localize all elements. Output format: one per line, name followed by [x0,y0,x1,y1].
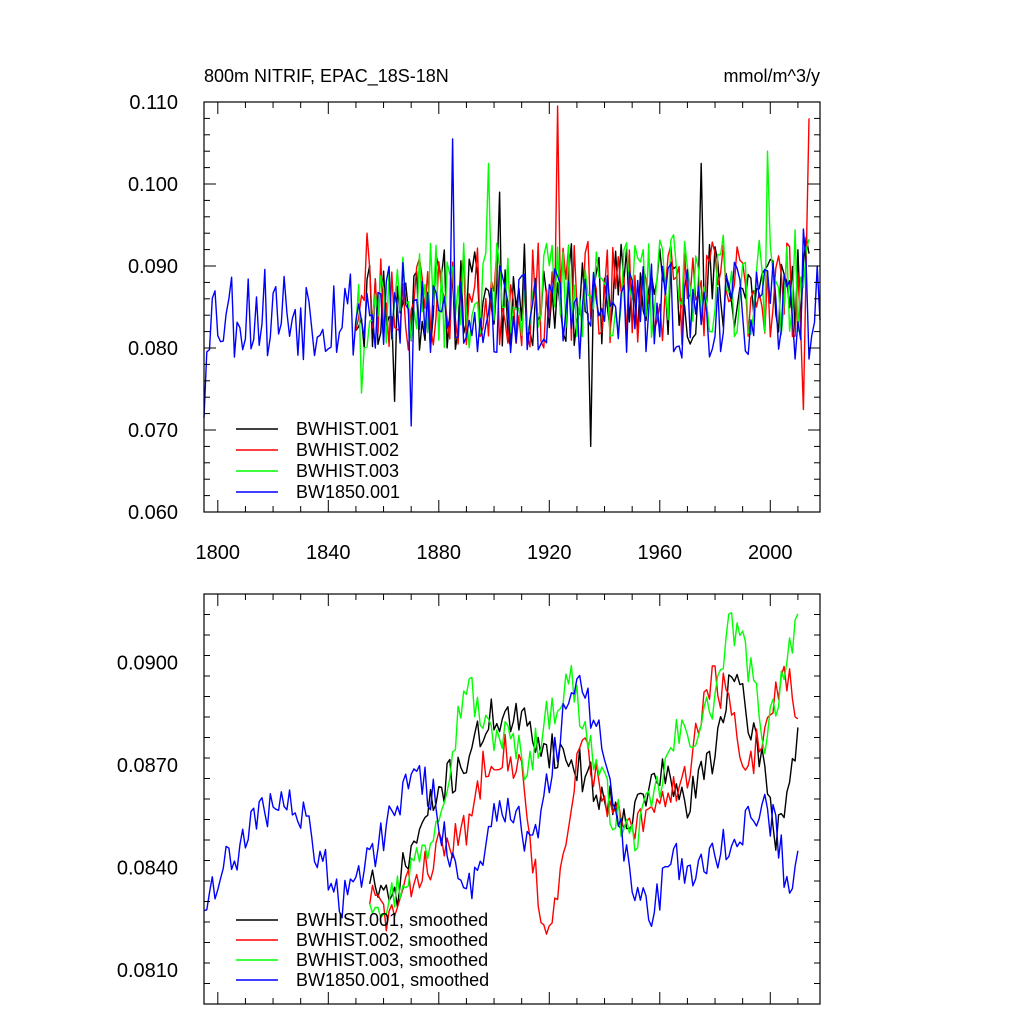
bottom-ytick-label: 0.0810 [117,960,178,982]
top-series-line-2 [355,105,810,411]
top-panel: 800m NITRIF, EPAC_18S-18N mmol/m^3/y 0.0… [128,66,821,564]
top-ytick-label: 0.110 [129,92,178,114]
top-xtick-label: 1800 [196,542,241,564]
top-xtick-label: 1920 [527,542,572,564]
top-ytick-label: 0.060 [128,502,178,524]
top-legend-label-3: BWHIST.003 [296,461,399,481]
top-series-lines [203,105,821,448]
top-chart-title: 800m NITRIF, EPAC_18S-18N [204,66,449,87]
bottom-ytick-label: 0.0870 [117,755,178,777]
top-legend-label-4: BW1850.001 [296,482,400,502]
top-series-line-4 [203,138,821,427]
bottom-ytick-label: 0.0840 [117,857,178,879]
bottom-series-line-4 [203,674,799,927]
top-xtick-label: 1840 [306,542,351,564]
bottom-ytick-label: 0.0900 [117,652,178,674]
top-ytick-label: 0.080 [128,338,178,360]
bottom-series-line-3 [369,612,799,919]
bottom-legend-label-2: BWHIST.002, smoothed [296,930,488,950]
bottom-series-lines [203,612,799,935]
top-ytick-label: 0.100 [128,174,178,196]
top-legend-label-2: BWHIST.002 [296,440,399,460]
top-xtick-label: 1880 [417,542,462,564]
top-ytick-label: 0.070 [128,420,178,442]
top-legend-label-1: BWHIST.001 [296,419,399,439]
top-ytick-label: 0.090 [128,256,178,278]
bottom-series-line-2 [369,665,799,935]
top-chart-units: mmol/m^3/y [724,66,820,86]
bottom-legend-label-4: BW1850.001, smoothed [296,970,489,990]
top-xtick-label: 1960 [638,542,683,564]
bottom-legend-label-1: BWHIST.001, smoothed [296,910,488,930]
bottom-panel: 0.0810 0.0840 0.0870 0.0900 BWHIST.001, smo… [117,593,821,1005]
bottom-axes: 0.0810 0.0840 0.0870 0.0900 [117,593,820,1005]
top-series-line-3 [355,150,810,394]
bottom-series-line-1 [369,673,799,908]
top-axes: 0.060 0.070 0.080 0.090 0.100 0.110 1800 1840 18… [128,92,820,564]
top-plot-frame [203,101,821,513]
top-xtick-label: 2000 [748,542,793,564]
bottom-legend-label-3: BWHIST.003, smoothed [296,950,488,970]
